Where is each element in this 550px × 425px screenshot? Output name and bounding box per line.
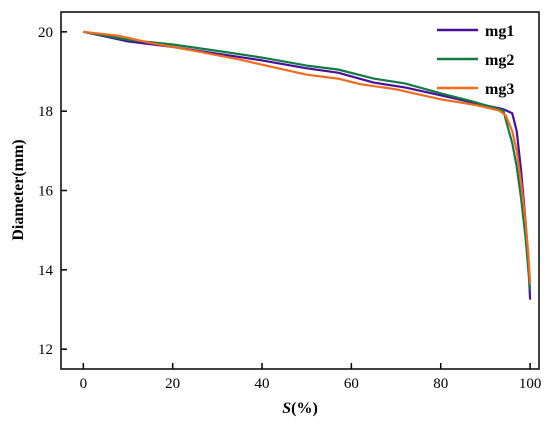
y-tick-label-4: 20 bbox=[38, 25, 53, 41]
x-tick-label-3: 60 bbox=[344, 376, 359, 392]
x-tick-label-5: 100 bbox=[519, 376, 542, 392]
x-tick-label-1: 20 bbox=[165, 376, 180, 392]
plot-frame bbox=[60, 11, 540, 370]
x-axis-title-symbol: S bbox=[282, 400, 291, 417]
legend-label-mg1: mg1 bbox=[485, 23, 514, 40]
y-axis-title: Diameter(mm) bbox=[10, 139, 27, 240]
y-tick-label-2: 16 bbox=[38, 184, 54, 200]
y-tick-label-0: 12 bbox=[38, 342, 53, 358]
series-line-mg1 bbox=[83, 30, 532, 300]
x-tick-label-0: 0 bbox=[80, 376, 88, 392]
y-tick-label-1: 14 bbox=[38, 263, 54, 279]
data-series bbox=[83, 30, 532, 300]
series-line-mg2 bbox=[83, 30, 532, 290]
y-tick-label-3: 18 bbox=[38, 104, 53, 120]
x-tick-label-2: 40 bbox=[255, 376, 270, 392]
legend: mg1 mg2 mg3 bbox=[437, 23, 514, 98]
legend-label-mg2: mg2 bbox=[485, 52, 514, 69]
x-axis-title-unit: (%) bbox=[291, 400, 318, 417]
series-line-mg3 bbox=[83, 30, 532, 284]
legend-label-mg3: mg3 bbox=[485, 81, 514, 98]
x-axis-title: S(%) bbox=[282, 400, 318, 417]
x-tick-label-4: 80 bbox=[433, 376, 448, 392]
axis-ticks: 0 20 40 60 80 100 12 14 16 18 20 bbox=[38, 25, 541, 392]
